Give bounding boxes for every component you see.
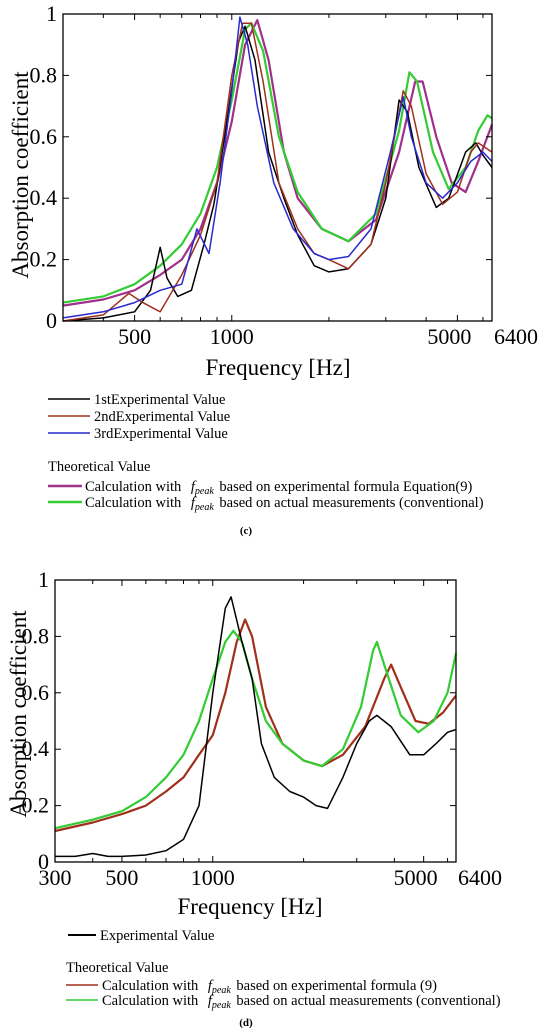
- legend-c: 1stExperimental Value 2ndExperimental Va…: [48, 392, 484, 514]
- y-tick-label-d: 0.8: [22, 623, 50, 648]
- x-tick-label-d: 500: [105, 865, 138, 890]
- y-tick-label-c: 0.6: [30, 124, 58, 149]
- legend-label-exp-d: Experimental Value: [100, 928, 215, 944]
- x-tick-label-d: 5000: [394, 865, 438, 890]
- legend-label-actual-d: Calculation with fpeak based on actual m…: [102, 993, 501, 1012]
- caption-d: (d): [239, 1017, 253, 1029]
- legend-label-eq9-d: Calculation with fpeak based on experime…: [102, 978, 437, 997]
- series-line-d-1: [54, 618, 457, 833]
- xlabel-d: Frequency [Hz]: [178, 894, 323, 919]
- plot-frame-d: [54, 579, 457, 863]
- legend-d: Experimental Value Theoretical Value Cal…: [66, 928, 501, 1012]
- xlabel-c: Frequency [Hz]: [206, 355, 351, 380]
- x-tick-label-c: 6400: [494, 324, 538, 349]
- y-tick-label-c: 0.2: [30, 247, 58, 272]
- caption-c: (c): [240, 525, 253, 537]
- x-tick-label-c: 1000: [210, 324, 254, 349]
- y-tick-label-d: 0.6: [22, 680, 50, 705]
- chart-panel-d: 0 0.2 0.4 0.6 0.8 1 300 500 1000 5000 6400: [22, 567, 503, 890]
- x-tick-label-d: 300: [39, 865, 72, 890]
- legend-label-2nd: 2ndExperimental Value: [94, 409, 230, 425]
- y-tick-label-d: 0.4: [22, 736, 50, 761]
- plot-frame-c: [62, 13, 493, 322]
- legend-label-eq9-c: Calculation with fpeak based on experime…: [85, 479, 472, 498]
- ylabel-d: Absorption coefficient: [6, 610, 31, 818]
- series-line-d-2: [54, 629, 458, 830]
- legend-theoretical-title-c: Theoretical Value: [48, 459, 150, 475]
- y-tick-label-c: 1: [46, 1, 57, 26]
- series-line-c-3: [62, 19, 494, 307]
- y-tick-label-d: 1: [38, 567, 49, 592]
- legend-label-1st: 1stExperimental Value: [94, 392, 225, 408]
- y-tick-label-c: 0.4: [30, 185, 58, 210]
- y-tick-label-d: 0: [38, 849, 49, 874]
- series-line-c-0: [62, 25, 493, 322]
- x-tick-label-d: 1000: [191, 865, 235, 890]
- x-tick-label-c: 5000: [427, 324, 471, 349]
- series-line-c-2: [62, 16, 493, 319]
- series-line-c-4: [62, 22, 493, 304]
- y-tick-label-c: 0.8: [30, 62, 58, 87]
- x-tick-label-d: 6400: [458, 865, 502, 890]
- legend-label-3rd: 3rdExperimental Value: [94, 426, 228, 442]
- ylabel-c: Absorption coefficient: [8, 71, 33, 279]
- y-tick-label-d: 0.2: [22, 793, 50, 818]
- legend-theoretical-title-d: Theoretical Value: [66, 960, 168, 976]
- chart-panel-c: 0 0.2 0.4 0.6 0.8 1 500 1000 5000 6400: [30, 1, 539, 349]
- x-tick-label-c: 500: [118, 324, 151, 349]
- y-tick-label-c: 0: [46, 308, 57, 333]
- series-line-c-1: [62, 22, 493, 322]
- series-line-d-0: [55, 596, 457, 858]
- legend-label-actual-c: Calculation with fpeak based on actual m…: [85, 495, 484, 514]
